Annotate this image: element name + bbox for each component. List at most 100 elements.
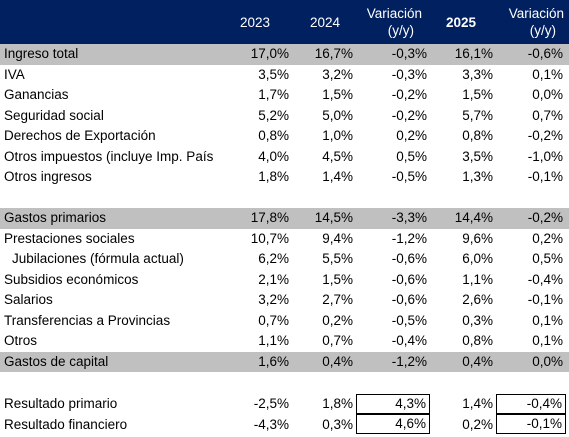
value-variacion-1: -1,2% [356, 352, 430, 373]
table-row: Gastos primarios 17,8% 14,5% -3,3% 14,4%… [0, 208, 569, 229]
value-variacion-2: -0,1% [496, 414, 566, 434]
value-2025: 5,7% [430, 106, 496, 127]
table-row: Gastos de capital 1,6% 0,4% -1,2% 0,4% 0… [0, 352, 569, 373]
header-variacion-2-line1: Variación [509, 5, 564, 22]
value-2025: 1,1% [430, 270, 496, 291]
header-variacion-1-line1: Variación [367, 5, 422, 22]
table-row: IVA 3,5% 3,2% -0,3% 3,3% 0,1% [0, 65, 569, 86]
header-variacion-1-line2: (y/y) [388, 22, 422, 39]
value-variacion-2: 0,0% [496, 85, 566, 106]
table-header: 2023 2024 Variación (y/y) 2025 Variación… [0, 0, 569, 44]
value-2023: 1,1% [222, 331, 292, 352]
value-2024: 9,4% [296, 229, 356, 250]
value-2023: 2,1% [222, 270, 292, 291]
row-label: Gastos primarios [4, 208, 218, 229]
value-2023: 4,0% [222, 147, 292, 168]
value-2025: 3,5% [430, 147, 496, 168]
value-2024: 3,2% [296, 65, 356, 86]
value-2023: 1,6% [222, 352, 292, 373]
table-row: Otros ingresos 1,8% 1,4% -0,5% 1,3% -0,1… [0, 167, 569, 188]
value-2025: 0,8% [430, 126, 496, 147]
value-2025: 16,1% [430, 44, 496, 65]
value-2025: 1,5% [430, 85, 496, 106]
row-label: Seguridad social [4, 106, 218, 127]
value-2025: 6,0% [430, 249, 496, 270]
value-2024: 5,5% [296, 249, 356, 270]
table-row: Otros impuestos (incluye Imp. País 4,0% … [0, 147, 569, 168]
value-variacion-1: -0,6% [356, 249, 430, 270]
table-row: Transferencias a Provincias 0,7% 0,2% -0… [0, 311, 569, 332]
value-variacion-1: 4,6% [356, 414, 430, 434]
value-2025: 1,4% [430, 393, 496, 414]
row-label: Otros ingresos [4, 167, 218, 188]
row-label: Derechos de Exportación [4, 126, 218, 147]
value-variacion-1: -0,6% [356, 270, 430, 291]
value-variacion-2: -0,6% [496, 44, 566, 65]
value-2025: 9,6% [430, 229, 496, 250]
table-row: Derechos de Exportación 0,8% 1,0% 0,2% 0… [0, 126, 569, 147]
row-label: IVA [4, 65, 218, 86]
value-variacion-2: 0,7% [496, 106, 566, 127]
value-2025: 0,2% [430, 414, 496, 435]
header-2024: 2024 [296, 0, 340, 44]
row-label: Resultado financiero [4, 414, 218, 435]
value-variacion-1: -0,5% [356, 311, 430, 332]
value-2024: 1,8% [296, 393, 356, 414]
value-variacion-1: -0,2% [356, 106, 430, 127]
value-2025: 3,3% [430, 65, 496, 86]
row-label: Ganancias [4, 85, 218, 106]
value-variacion-2: -0,4% [496, 394, 566, 414]
header-variacion-1: Variación (y/y) [356, 0, 422, 44]
row-label: Prestaciones sociales [4, 229, 218, 250]
value-2023: 0,8% [222, 126, 292, 147]
table-row: Salarios 3,2% 2,7% -0,6% 2,6% -0,1% [0, 290, 569, 311]
row-label: Resultado primario [4, 393, 218, 414]
value-variacion-2: 0,1% [496, 311, 566, 332]
value-2025: 0,3% [430, 311, 496, 332]
value-variacion-2: -1,0% [496, 147, 566, 168]
value-variacion-1: 0,2% [356, 126, 430, 147]
value-variacion-1: -0,5% [356, 167, 430, 188]
value-2024: 0,7% [296, 331, 356, 352]
table-row: Otros 1,1% 0,7% -0,4% 0,8% 0,1% [0, 331, 569, 352]
spacer-row [0, 188, 569, 209]
value-2023: 3,2% [222, 290, 292, 311]
value-variacion-2: -0,1% [496, 167, 566, 188]
value-2023: 5,2% [222, 106, 292, 127]
value-2025: 1,3% [430, 167, 496, 188]
spacer-row [0, 372, 569, 393]
value-2023: 1,8% [222, 167, 292, 188]
header-variacion-2: Variación (y/y) [496, 0, 564, 44]
value-variacion-1: 4,3% [356, 394, 430, 414]
value-2025: 0,4% [430, 352, 496, 373]
value-2024: 2,7% [296, 290, 356, 311]
value-variacion-1: -3,3% [356, 208, 430, 229]
value-2024: 14,5% [296, 208, 356, 229]
value-2023: -2,5% [222, 393, 292, 414]
value-2024: 4,5% [296, 147, 356, 168]
table-row: Prestaciones sociales 10,7% 9,4% -1,2% 9… [0, 229, 569, 250]
value-variacion-1: -0,3% [356, 65, 430, 86]
value-2024: 1,5% [296, 270, 356, 291]
value-variacion-1: -0,2% [356, 85, 430, 106]
row-label: Subsidios económicos [4, 270, 218, 291]
value-2023: 17,8% [222, 208, 292, 229]
table-row: Jubilaciones (fórmula actual) 6,2% 5,5% … [0, 249, 569, 270]
value-2024: 0,3% [296, 414, 356, 435]
table-row: Resultado financiero -4,3% 0,3% 4,6% 0,2… [0, 414, 569, 435]
value-2025: 14,4% [430, 208, 496, 229]
value-variacion-1: -0,6% [356, 290, 430, 311]
value-2023: 3,5% [222, 65, 292, 86]
value-2024: 1,5% [296, 85, 356, 106]
value-2024: 5,0% [296, 106, 356, 127]
value-variacion-2: 0,1% [496, 331, 566, 352]
value-2023: 10,7% [222, 229, 292, 250]
row-label: Otros [4, 331, 218, 352]
value-2025: 2,6% [430, 290, 496, 311]
header-variacion-2-line2: (y/y) [530, 22, 564, 39]
value-2024: 0,4% [296, 352, 356, 373]
value-2023: -4,3% [222, 414, 292, 435]
value-2023: 17,0% [222, 44, 292, 65]
row-label: Jubilaciones (fórmula actual) [12, 249, 218, 270]
row-label: Ingreso total [4, 44, 218, 65]
